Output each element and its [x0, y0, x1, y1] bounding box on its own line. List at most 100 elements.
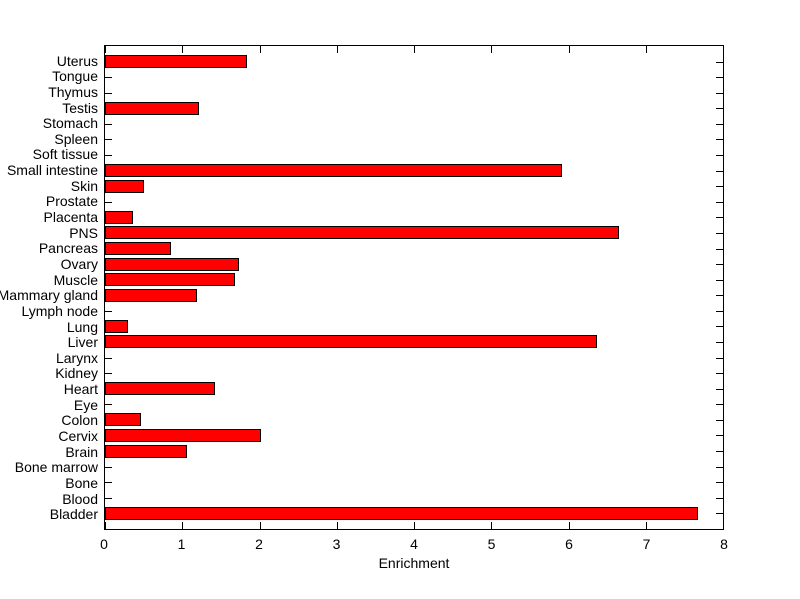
x-tick-label-4: 4	[410, 536, 418, 552]
y-tick-mark-right	[716, 497, 723, 499]
x-tick-label-0: 0	[100, 536, 108, 552]
y-tick-mark-right	[716, 139, 723, 141]
y-tick-mark-right	[716, 388, 723, 390]
y-tick-mark-right	[716, 357, 723, 359]
x-tick-mark-bottom	[491, 522, 493, 529]
y-tick-label-soft-tissue: Soft tissue	[32, 146, 98, 163]
y-tick-mark-right	[716, 92, 723, 94]
bar-pancreas	[105, 242, 171, 256]
bar-row-eye	[105, 397, 723, 413]
x-tick-mark-bottom	[336, 522, 338, 529]
bar-row-skin	[105, 178, 723, 194]
bar-ovary	[105, 257, 240, 271]
bar-row-bone	[105, 474, 723, 490]
y-tick-label-ovary: Ovary	[60, 255, 98, 272]
x-tick-label-5: 5	[487, 536, 496, 552]
y-tick-mark-right	[716, 435, 723, 437]
bar-row-small-intestine	[105, 163, 723, 179]
y-tick-mark-right	[716, 341, 723, 343]
y-tick-label-bladder: Bladder	[49, 506, 98, 523]
y-tick-mark-right	[716, 451, 723, 453]
y-tick-label-small-intestine: Small intestine	[6, 162, 98, 179]
y-tick-mark-right	[716, 170, 723, 172]
y-tick-label-testis: Testis	[62, 99, 98, 116]
y-tick-label-lung: Lung	[66, 318, 98, 335]
bar-heart	[105, 382, 215, 396]
bar-row-mammary-gland	[105, 287, 723, 303]
bar-row-bladder	[105, 506, 723, 522]
y-tick-mark-right	[716, 310, 723, 312]
y-tick-label-stomach: Stomach	[42, 115, 98, 132]
y-tick-mark-right	[716, 264, 723, 266]
y-tick-label-larynx: Larynx	[55, 349, 98, 366]
x-tick-mark-bottom	[259, 522, 261, 529]
y-tick-mark-left	[105, 92, 112, 94]
y-tick-mark-right	[716, 482, 723, 484]
bar-row-brain	[105, 443, 723, 459]
bar-muscle	[105, 273, 235, 287]
y-tick-mark-left	[105, 201, 112, 203]
bar-placenta	[105, 210, 133, 224]
y-tick-mark-left	[105, 357, 112, 359]
bar-rows	[105, 46, 723, 529]
x-tick-label-3: 3	[332, 536, 341, 552]
y-tick-label-skin: Skin	[70, 177, 98, 194]
x-tick-mark-top	[491, 46, 493, 53]
bar-brain	[105, 444, 187, 458]
bar-row-spleen	[105, 132, 723, 148]
y-tick-label-brain: Brain	[65, 443, 98, 460]
y-tick-label-placenta: Placenta	[43, 209, 98, 226]
y-axis-labels: Uterus Tongue Thymus Testis Stomach Spleen Sof…	[0, 45, 98, 530]
bar-row-pns	[105, 225, 723, 241]
y-tick-mark-right	[716, 77, 723, 79]
bar-lung	[105, 319, 129, 333]
y-tick-label-cervix: Cervix	[58, 427, 98, 444]
y-tick-label-thymus: Thymus	[48, 83, 98, 100]
y-tick-mark-left	[105, 466, 112, 468]
bar-row-tongue	[105, 69, 723, 85]
x-tick-mark-top	[182, 46, 184, 53]
y-tick-mark-left	[105, 497, 112, 499]
y-tick-mark-right	[716, 201, 723, 203]
bar-row-placenta	[105, 210, 723, 226]
y-tick-mark-right	[716, 326, 723, 328]
x-tick-label-7: 7	[642, 536, 651, 552]
bar-row-muscle	[105, 272, 723, 288]
y-tick-mark-left	[105, 77, 112, 79]
y-tick-mark-right	[716, 373, 723, 375]
y-tick-mark-left	[105, 155, 112, 157]
y-tick-mark-right	[716, 279, 723, 281]
bar-row-bone-marrow	[105, 459, 723, 475]
y-tick-label-bone: Bone	[65, 474, 98, 491]
y-tick-mark-right	[716, 466, 723, 468]
y-tick-mark-right	[716, 513, 723, 515]
x-tick-mark-bottom	[645, 522, 647, 529]
y-tick-mark-right	[716, 232, 723, 234]
x-tick-mark-top	[568, 46, 570, 53]
y-tick-label-lymph-node: Lymph node	[21, 302, 98, 319]
bar-row-thymus	[105, 85, 723, 101]
y-tick-label-blood: Blood	[62, 490, 98, 507]
y-tick-mark-right	[716, 186, 723, 188]
bar-row-stomach	[105, 116, 723, 132]
x-tick-mark-top	[723, 46, 724, 53]
bar-row-larynx	[105, 350, 723, 366]
y-tick-mark-right	[716, 61, 723, 63]
y-tick-label-spleen: Spleen	[54, 130, 98, 147]
y-tick-label-prostate: Prostate	[45, 193, 98, 210]
x-tick-mark-top	[336, 46, 338, 53]
bar-mammary-gland	[105, 288, 197, 302]
y-tick-label-kidney: Kidney	[55, 365, 98, 382]
y-tick-label-pancreas: Pancreas	[38, 240, 98, 257]
bar-row-soft-tissue	[105, 147, 723, 163]
bar-uterus	[105, 55, 248, 69]
y-tick-mark-right	[716, 419, 723, 421]
bar-row-kidney	[105, 365, 723, 381]
bar-row-pancreas	[105, 241, 723, 257]
y-tick-label-tongue: Tongue	[52, 68, 98, 85]
y-tick-mark-right	[716, 248, 723, 250]
bar-small-intestine	[105, 164, 562, 178]
x-tick-mark-bottom	[568, 522, 570, 529]
bar-testis	[105, 101, 200, 115]
